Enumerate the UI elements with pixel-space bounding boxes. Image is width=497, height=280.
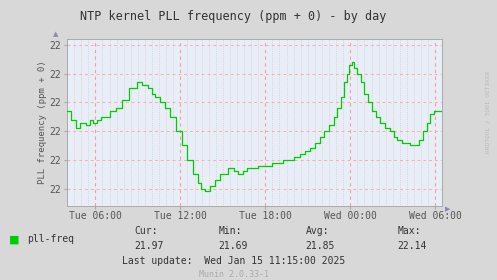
Text: Avg:: Avg: [306, 226, 329, 236]
Text: 21.69: 21.69 [219, 241, 248, 251]
Text: Cur:: Cur: [134, 226, 158, 236]
Text: Min:: Min: [219, 226, 242, 236]
Text: Max:: Max: [398, 226, 421, 236]
Text: ■: ■ [9, 234, 19, 244]
Text: 21.85: 21.85 [306, 241, 335, 251]
Text: pll-freq: pll-freq [27, 234, 75, 244]
Text: 21.97: 21.97 [134, 241, 164, 251]
Text: RRDTOOL / TOBI OETIKER: RRDTOOL / TOBI OETIKER [486, 71, 491, 153]
Text: ▲: ▲ [53, 31, 59, 38]
Text: Munin 2.0.33-1: Munin 2.0.33-1 [199, 270, 268, 279]
Text: NTP kernel PLL frequency (ppm + 0) - by day: NTP kernel PLL frequency (ppm + 0) - by … [81, 10, 387, 23]
Text: Last update:  Wed Jan 15 11:15:00 2025: Last update: Wed Jan 15 11:15:00 2025 [122, 256, 345, 266]
Text: 22.14: 22.14 [398, 241, 427, 251]
Text: ▶: ▶ [445, 206, 450, 212]
Y-axis label: PLL frequency (ppm + 0): PLL frequency (ppm + 0) [38, 61, 47, 184]
